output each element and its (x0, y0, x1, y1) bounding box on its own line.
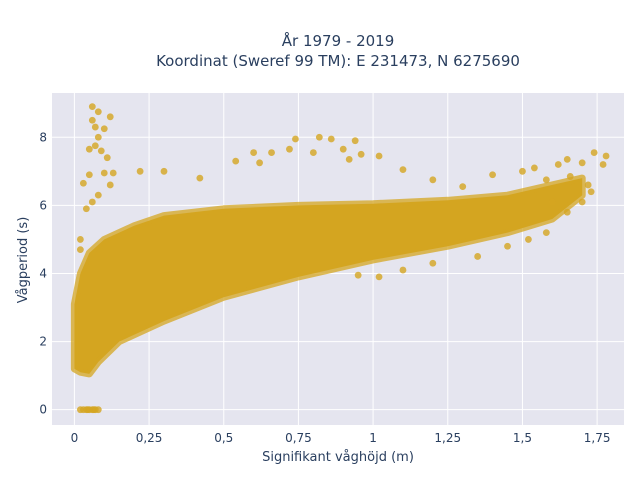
scatter-point (94, 133, 102, 141)
y-tick-label: 2 (39, 335, 47, 349)
scatter-point (345, 156, 353, 163)
scatter-point (136, 167, 144, 175)
scatter-point (76, 236, 84, 243)
scatter-point (429, 176, 437, 184)
scatter-point (327, 135, 335, 143)
scatter-point (292, 135, 299, 143)
scatter-point (286, 145, 293, 153)
scatter-point (268, 149, 275, 156)
scatter-point (79, 179, 87, 187)
scatter-point (563, 208, 571, 216)
scatter-point (554, 161, 562, 168)
scatter-point (84, 406, 92, 414)
scatter-point (160, 167, 168, 175)
scatter-point (459, 183, 467, 191)
scatter-point (548, 198, 556, 206)
chart-subtitle: Koordinat (Sweref 99 TM): E 231473, N 62… (156, 52, 520, 70)
scatter-point (88, 103, 96, 111)
scatter-point (599, 161, 607, 168)
dense-point-cloud (70, 174, 586, 378)
scatter-point (232, 157, 240, 165)
scatter-point (88, 198, 96, 206)
scatter-point (578, 159, 586, 167)
scatter-point (76, 246, 84, 254)
scatter-point (88, 116, 96, 124)
scatter-point (602, 152, 610, 160)
y-tick-label: 8 (39, 130, 47, 144)
scatter-point (90, 406, 98, 414)
scatter-point (357, 150, 365, 158)
scatter-point (584, 181, 592, 189)
scatter-point (542, 229, 550, 237)
scatter-point (103, 154, 111, 162)
scatter-point (354, 271, 362, 279)
scatter-point (106, 113, 114, 121)
scatter-point (429, 259, 437, 267)
scatter-point (587, 188, 595, 196)
scatter-point (82, 205, 90, 213)
point-cloud-band (70, 174, 586, 378)
x-tick-label: 0,5 (214, 431, 233, 445)
scatter-point (91, 123, 99, 131)
x-tick-label: 0,25 (136, 431, 163, 445)
scatter-point (309, 149, 317, 156)
y-axis-label: Vågperiod (s) (16, 217, 31, 304)
scatter-point (351, 137, 359, 145)
x-tick-label: 1 (369, 431, 377, 445)
scatter-point (97, 147, 105, 155)
scatter-point (250, 149, 258, 156)
scatter-point (474, 253, 482, 260)
data-points (76, 103, 610, 414)
scatter-point (256, 159, 263, 167)
scatter-point (100, 169, 108, 177)
scatter-point (519, 167, 526, 175)
scatter-point (94, 108, 102, 116)
scatter-point (91, 142, 99, 150)
scatter-point (399, 166, 407, 174)
scatter-point (399, 266, 407, 274)
scatter-point (566, 173, 574, 180)
chart-title: År 1979 - 2019 (282, 31, 395, 50)
y-tick-label: 0 (39, 403, 47, 417)
scatter-point (542, 176, 550, 184)
scatter-point (563, 156, 571, 163)
scatter-point (530, 164, 538, 172)
x-tick-label: 0 (71, 431, 79, 445)
x-tick-label: 1,25 (434, 431, 461, 445)
scatter-point (94, 191, 102, 199)
scatter-point (106, 181, 114, 189)
scatter-point (85, 171, 93, 179)
x-tick-label: 1,75 (584, 431, 611, 445)
scatter-point (525, 236, 532, 243)
y-tick-label: 4 (39, 266, 47, 280)
scatter-point (590, 149, 598, 156)
scatter-point (196, 174, 204, 182)
scatter-point (578, 198, 586, 206)
x-tick-labels: 0 0,25 0,5 0,75 1 1,25 1,5 1,75 (71, 431, 611, 445)
scatter-point (489, 171, 496, 179)
x-tick-label: 0,75 (285, 431, 312, 445)
scatter-point (375, 152, 383, 160)
scatter-point (85, 145, 93, 153)
y-tick-labels: 0 2 4 6 8 (39, 130, 47, 416)
scatter-point (504, 242, 511, 250)
y-tick-label: 6 (39, 198, 47, 212)
scatter-point (339, 145, 347, 153)
scatter-point (109, 169, 117, 177)
x-tick-label: 1,5 (513, 431, 532, 445)
scatter-point (100, 125, 108, 133)
scatter-point (375, 273, 383, 281)
scatter-point (315, 133, 323, 141)
x-axis-label: Signifikant våghöjd (m) (262, 450, 414, 465)
